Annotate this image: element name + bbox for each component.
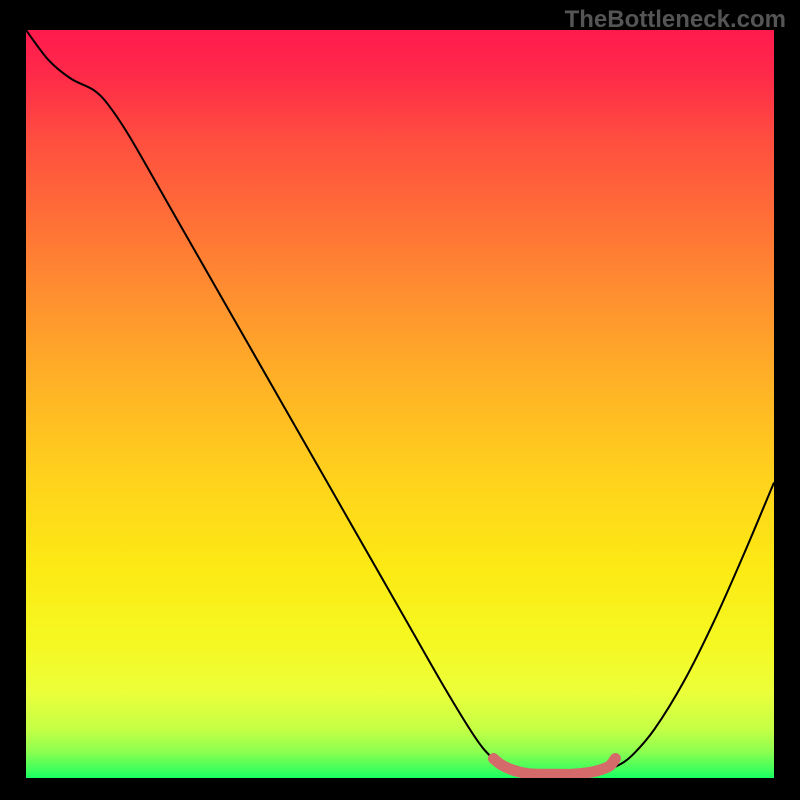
bottleneck-curve [26, 30, 774, 774]
chart-container: TheBottleneck.com [0, 0, 800, 800]
curve-highlight-segment [494, 759, 616, 775]
plot-area [26, 30, 774, 778]
chart-svg [26, 30, 774, 778]
watermark: TheBottleneck.com [565, 6, 786, 34]
